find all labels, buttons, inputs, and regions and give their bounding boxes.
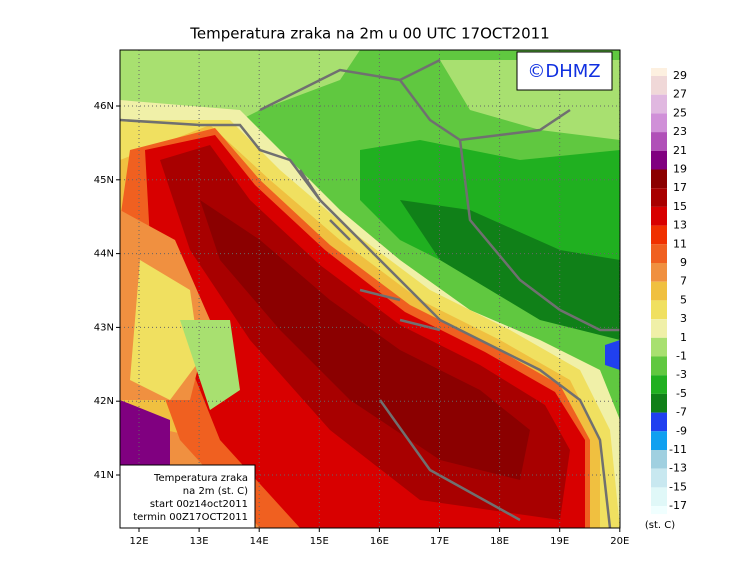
colorbar-label: 1 [680, 331, 687, 344]
colorbar-box [651, 225, 667, 245]
colorbar-box [651, 393, 667, 413]
map-frame [119, 49, 621, 529]
info-line: start 00z14oct2011 [150, 499, 248, 510]
colorbar-label: -9 [676, 424, 687, 437]
info-line: na 2m (st. C) [183, 486, 248, 497]
lon-label: 17E [430, 536, 449, 547]
colorbar-box [651, 468, 667, 488]
lon-label: 13E [190, 536, 209, 547]
colorbar-box [651, 487, 667, 507]
lon-label: 20E [610, 536, 629, 547]
colorbar-box [651, 431, 667, 450]
colorbar-label: 15 [673, 200, 687, 213]
colorbar-unit: (st. C) [645, 520, 675, 531]
colorbar-box [651, 68, 667, 76]
colorbar-box [651, 244, 667, 263]
colorbar-box [651, 132, 667, 151]
colorbar-label: 17 [673, 181, 687, 194]
colorbar-label: 7 [680, 275, 687, 288]
watermark: ©DHMZ [527, 61, 600, 82]
lat-label: 42N [94, 396, 114, 407]
title: Temperatura zraka na 2m u 00 UTC 17OCT20… [189, 25, 549, 43]
colorbar-label: 13 [673, 219, 687, 232]
info-line: Temperatura zraka [153, 473, 248, 484]
lon-label: 18E [490, 536, 509, 547]
colorbar-box [651, 337, 667, 357]
lon-label: 19E [550, 536, 569, 547]
colorbar-box [651, 206, 667, 226]
colorbar-label: 9 [680, 256, 687, 269]
colorbar-label: 23 [673, 125, 687, 138]
lon-label: 16E [370, 536, 389, 547]
colorbar-label: -17 [669, 499, 687, 512]
lat-label: 44N [94, 249, 114, 260]
colorbar-label: 29 [673, 69, 687, 82]
colorbar-label: -7 [676, 406, 687, 419]
colorbar-box [651, 319, 667, 338]
colorbar-label: -1 [676, 350, 687, 363]
lon-label: 15E [310, 536, 329, 547]
colorbar-box [651, 375, 667, 394]
colorbar-box [651, 188, 667, 207]
colorbar-box [651, 412, 667, 432]
colorbar-box [651, 76, 667, 95]
colorbar-box [651, 113, 667, 133]
colorbar-label: 5 [680, 293, 687, 306]
colorbar-box [651, 356, 667, 376]
colorbar-label: 27 [673, 88, 687, 101]
lon-label: 14E [250, 536, 269, 547]
colorbar-box [651, 506, 667, 515]
colorbar-label: 21 [673, 144, 687, 157]
colorbar-box [651, 450, 667, 469]
colorbar-label: -5 [676, 387, 687, 400]
temperature-field [120, 50, 620, 528]
colorbar-box [651, 94, 667, 114]
colorbar-box [651, 169, 667, 189]
lat-label: 45N [94, 175, 114, 186]
lat-label: 43N [94, 322, 114, 333]
colorbar-box [651, 281, 667, 301]
colorbar-label: 3 [680, 312, 687, 325]
colorbar-label: 11 [673, 237, 687, 250]
colorbar-label: 19 [673, 163, 687, 176]
colorbar-label: -13 [669, 462, 687, 475]
watermark-box [516, 51, 613, 91]
info-line: termin 00Z17OCT2011 [133, 512, 248, 523]
colorbar-box [651, 150, 667, 170]
colorbar-box [651, 263, 667, 282]
lon-label: 12E [129, 536, 148, 547]
colorbar-label: -15 [669, 480, 687, 493]
colorbar-label: -3 [676, 368, 687, 381]
colorbar-box [651, 300, 667, 320]
colorbar-label: 25 [673, 106, 687, 119]
lat-label: 46N [94, 101, 114, 112]
lat-label: 41N [94, 470, 114, 481]
colorbar-label: -11 [669, 443, 687, 456]
info-box [119, 464, 256, 529]
